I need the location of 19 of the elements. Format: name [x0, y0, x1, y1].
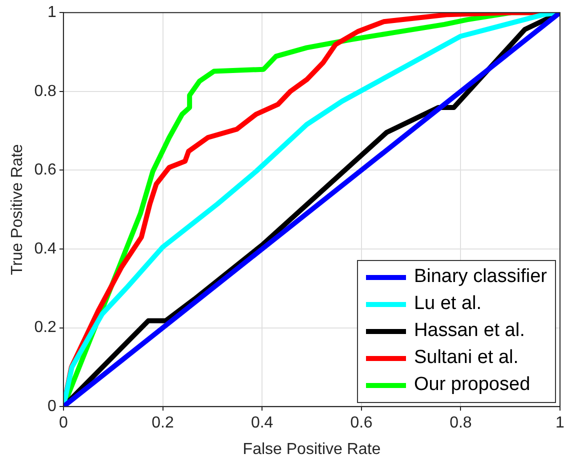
y-tick-label: 1 — [48, 4, 57, 22]
x-tick-label: 1 — [556, 414, 565, 432]
legend-label: Hassan et al. — [414, 320, 525, 342]
x-tick-label: 0.6 — [350, 414, 373, 432]
y-tick-label: 0 — [48, 398, 57, 416]
x-axis-title: False Positive Rate — [242, 440, 381, 458]
x-tick-label: 0.2 — [152, 414, 174, 432]
x-tick-label: 0.8 — [450, 414, 472, 432]
y-tick-label: 0.6 — [34, 162, 57, 179]
legend-label: Binary classifier — [414, 266, 547, 288]
y-axis-title: True Positive Rate — [9, 144, 26, 276]
legend-label: Our proposed — [414, 374, 530, 396]
x-tick-label: 0 — [58, 414, 68, 432]
y-tick-label: 0.4 — [34, 240, 57, 258]
y-tick-label: 0.8 — [34, 82, 57, 100]
y-tick-label: 0.2 — [34, 319, 57, 336]
x-tick-label: 0.4 — [250, 414, 274, 432]
legend-label: Sultani et al. — [414, 347, 519, 370]
legend-label: Lu et al. — [414, 293, 482, 316]
